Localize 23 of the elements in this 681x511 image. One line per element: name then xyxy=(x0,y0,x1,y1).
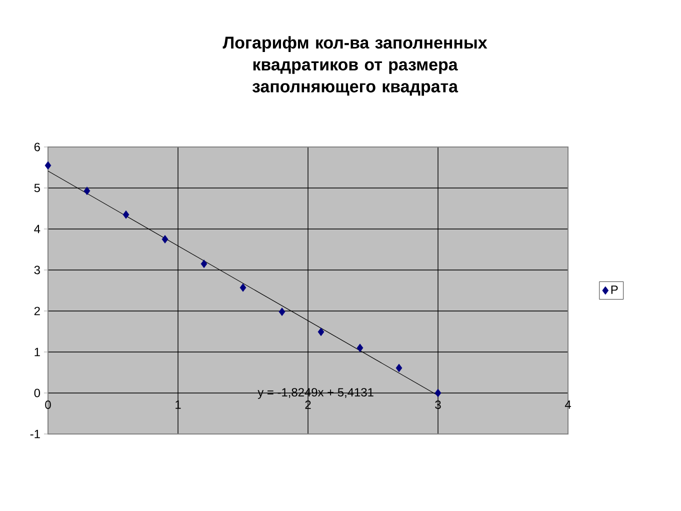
y-tick-label: 6 xyxy=(34,142,40,152)
point xyxy=(278,308,286,316)
point xyxy=(396,364,402,372)
point xyxy=(122,210,130,219)
point xyxy=(240,283,246,292)
point xyxy=(356,344,364,352)
y-tick-label: 1 xyxy=(34,348,40,356)
point xyxy=(44,161,52,170)
y-tick-label: 3 xyxy=(34,266,40,274)
x-tick-label: 4 xyxy=(564,400,571,409)
point xyxy=(434,388,442,398)
y-tick-label: -1 xyxy=(30,430,40,438)
legend-label: P xyxy=(611,286,618,294)
y-tick-label: 4 xyxy=(34,224,40,234)
chart-title: Логарифм кол-ва заполненных квадратиков от размера заполняющего квадрата xyxy=(222,36,488,96)
point xyxy=(318,328,324,336)
y-tick-label: 2 xyxy=(34,306,40,316)
x-tick-label: 0 xyxy=(45,400,51,409)
point xyxy=(200,260,208,268)
point xyxy=(84,186,90,196)
point xyxy=(162,235,168,244)
y-tick-label: 0 xyxy=(34,388,40,398)
y-tick-label: 5 xyxy=(34,184,40,192)
